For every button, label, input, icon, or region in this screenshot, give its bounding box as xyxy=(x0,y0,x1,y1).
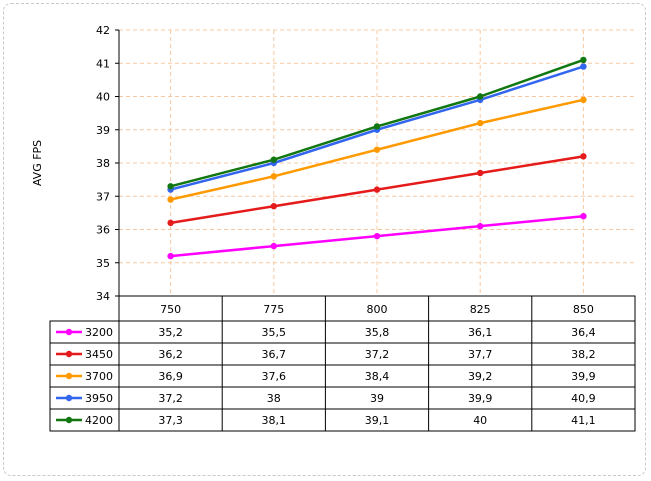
table-cell-value: 35,5 xyxy=(262,326,287,339)
data-point-3200 xyxy=(580,213,587,220)
data-point-3450 xyxy=(270,203,277,210)
data-point-3700 xyxy=(580,96,587,104)
table-cell-value: 38,1 xyxy=(262,414,287,427)
table-cell-value: 37,2 xyxy=(158,392,183,405)
data-point-3950 xyxy=(580,63,587,70)
x-category-label: 775 xyxy=(263,303,284,316)
table-cell-value: 35,2 xyxy=(158,326,183,339)
table-cell-value: 41,1 xyxy=(571,414,596,427)
y-tick-label: 39 xyxy=(96,124,110,137)
data-point-3700 xyxy=(477,119,484,127)
data-point-3200 xyxy=(373,232,381,240)
legend-label: 3450 xyxy=(85,348,113,361)
x-category-label: 825 xyxy=(470,303,491,316)
table-row xyxy=(49,320,636,344)
y-tick-label: 34 xyxy=(96,290,110,303)
y-tick-label: 41 xyxy=(96,57,110,70)
data-point-3700 xyxy=(373,146,381,153)
table-cell-value: 35,8 xyxy=(365,326,390,339)
x-category-label: 800 xyxy=(367,303,388,316)
table-cell-value: 36,7 xyxy=(262,348,287,361)
data-point-3700 xyxy=(270,173,277,180)
data-point-3450 xyxy=(167,219,174,227)
data-point-4200 xyxy=(270,156,277,163)
data-point-3450 xyxy=(477,169,484,177)
data-point-4200 xyxy=(477,93,484,100)
table-row xyxy=(49,342,636,366)
x-category-label: 750 xyxy=(160,303,181,316)
table-cell-value: 37,7 xyxy=(468,348,493,361)
table-cell-value: 36,9 xyxy=(158,370,183,383)
y-tick-label: 42 xyxy=(96,24,110,37)
table-cell-value: 37,6 xyxy=(262,370,287,383)
x-category-label: 850 xyxy=(573,303,594,316)
data-point-4200 xyxy=(373,123,381,130)
table-row xyxy=(49,364,636,388)
legend-label: 3950 xyxy=(85,392,113,405)
legend-label: 3200 xyxy=(85,326,113,339)
table-cell-value: 37,3 xyxy=(158,414,183,427)
data-point-4200 xyxy=(167,183,174,190)
legend-label: 3700 xyxy=(85,370,113,383)
data-point-3450 xyxy=(580,153,587,160)
legend-key-marker xyxy=(65,394,73,402)
data-point-3700 xyxy=(167,196,174,203)
table-cell-value: 39,2 xyxy=(468,370,493,383)
table-cell-value: 38,2 xyxy=(571,348,596,361)
data-point-3200 xyxy=(477,222,484,230)
chart-frame xyxy=(3,3,646,476)
table-row xyxy=(49,386,636,410)
table-cell-value: 40,9 xyxy=(571,392,596,405)
legend-key-marker xyxy=(65,350,73,358)
table-cell-value: 37,2 xyxy=(365,348,390,361)
legend-label: 4200 xyxy=(85,414,113,427)
table-cell-value: 36,2 xyxy=(158,348,183,361)
table-cell-value: 39,1 xyxy=(365,414,390,427)
table-cell-value: 38,4 xyxy=(365,370,390,383)
legend-key-marker xyxy=(65,372,73,380)
table-cell-value: 36,1 xyxy=(468,326,493,339)
table-cell-value: 39,9 xyxy=(571,370,596,383)
data-point-3200 xyxy=(270,242,277,250)
y-tick-label: 35 xyxy=(96,257,110,270)
data-point-3450 xyxy=(373,186,381,193)
y-tick-label: 36 xyxy=(96,224,110,237)
table-cell-value: 40 xyxy=(473,414,487,427)
table-cell-value: 39,9 xyxy=(468,392,493,405)
data-point-4200 xyxy=(580,56,587,64)
data-point-3200 xyxy=(167,252,174,260)
table-cell-value: 38 xyxy=(267,392,281,405)
y-tick-label: 37 xyxy=(96,190,110,203)
legend-key-marker xyxy=(65,416,73,424)
table-cell-value: 39 xyxy=(370,392,384,405)
y-tick-label: 40 xyxy=(96,91,110,104)
y-tick-label: 38 xyxy=(96,157,110,170)
legend-key-marker xyxy=(65,328,73,336)
table-cell-value: 36,4 xyxy=(571,326,596,339)
y-axis-title: AVG FPS xyxy=(31,140,44,186)
table-row xyxy=(49,408,636,432)
